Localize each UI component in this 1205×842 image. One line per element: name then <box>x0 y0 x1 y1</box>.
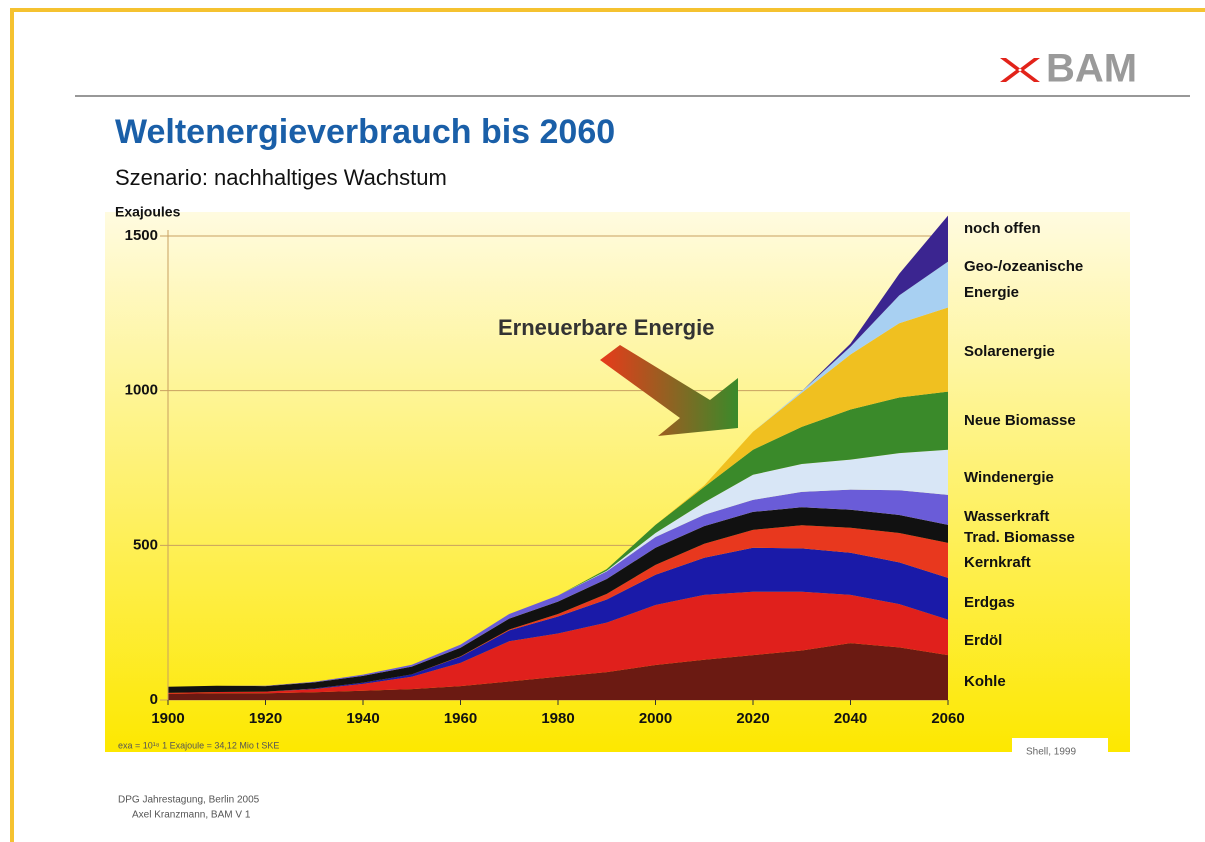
legend-label: Trad. Biomasse <box>964 529 1075 546</box>
x-tick-label: 1900 <box>151 710 184 727</box>
area <box>168 489 948 687</box>
area <box>168 307 948 687</box>
footnote: exa = 10¹⁸ 1 Exajoule = 34,12 Mio t SKE <box>118 740 279 750</box>
y-tick-label: 0 <box>150 691 158 708</box>
frame-top <box>10 8 1205 12</box>
title: Weltenergieverbrauch bis 2060 <box>115 113 615 151</box>
legend-label: Windenergie <box>964 469 1054 486</box>
x-tick-label: 2020 <box>736 710 769 727</box>
y-tick-label: 500 <box>133 536 158 553</box>
legend-label: Erdgas <box>964 594 1015 611</box>
x-tick-label: 1960 <box>444 710 477 727</box>
x-tick-label: 2060 <box>931 710 964 727</box>
y-tick-label: 1500 <box>125 227 158 244</box>
x-tick-label: 1940 <box>346 710 379 727</box>
x-tick-label: 1980 <box>541 710 574 727</box>
area <box>168 591 948 694</box>
legend-label: Wasserkraft <box>964 508 1050 525</box>
logo: BAM <box>1046 47 1137 91</box>
x-tick-label: 2040 <box>834 710 867 727</box>
logo-mark <box>1000 58 1040 82</box>
legend-label: noch offen <box>964 220 1041 237</box>
footer-line: Axel Kranzmann, BAM V 1 <box>132 810 251 821</box>
area <box>168 643 948 700</box>
y-axis-label: Exajoules <box>115 204 181 220</box>
legend-label: Kohle <box>964 673 1006 690</box>
area <box>168 449 948 687</box>
arrow <box>600 345 738 436</box>
legend-label: Geo-/ozeanische Energie <box>964 258 1084 301</box>
x-tick-label: 2000 <box>639 710 672 727</box>
source: Shell, 1999 <box>1026 747 1076 758</box>
legend-label: Erdöl <box>964 632 1003 649</box>
legend-label: Kernkraft <box>964 554 1031 571</box>
frame-left <box>10 8 14 842</box>
area <box>168 391 948 687</box>
area <box>168 547 948 693</box>
y-tick-label: 1000 <box>125 382 158 399</box>
source-box <box>1012 738 1108 762</box>
legend-label: Solarenergie <box>964 343 1055 360</box>
legend-label: Neue Biomasse <box>964 412 1076 429</box>
subtitle: Szenario: nachhaltiges Wachstum <box>115 165 447 190</box>
area <box>168 507 948 693</box>
annotation: Erneuerbare Energie <box>498 315 714 340</box>
x-tick-label: 1920 <box>249 710 282 727</box>
area <box>168 525 948 693</box>
footer-line: DPG Jahrestagung, Berlin 2005 <box>118 795 260 806</box>
